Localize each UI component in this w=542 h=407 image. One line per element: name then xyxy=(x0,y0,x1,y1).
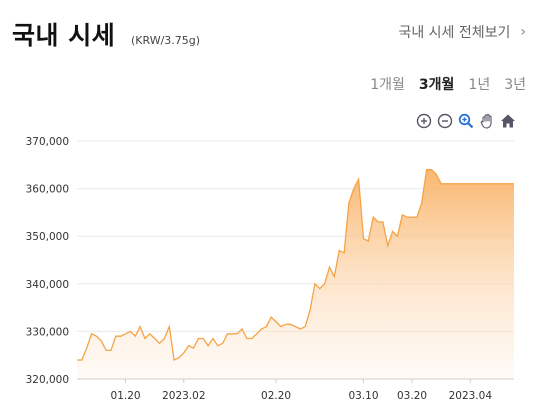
y-tick-label: 350,000 xyxy=(26,231,69,243)
y-tick-label: 370,000 xyxy=(26,136,69,148)
price-area-chart: 320,000 330,000 340,000 350,000 360,000 370,0… xyxy=(26,136,514,402)
pan-hand-icon[interactable] xyxy=(478,112,495,129)
x-tick-label: 02.20 xyxy=(261,390,291,402)
x-tick-label: 2023.02 xyxy=(162,390,205,402)
x-tick-label: 03.20 xyxy=(397,390,427,402)
period-tabs: 1개월 3개월 1년 3년 xyxy=(370,74,526,94)
area-fill xyxy=(77,169,514,379)
zoom-in-icon[interactable] xyxy=(415,112,432,129)
period-tab-1y[interactable]: 1년 xyxy=(468,77,491,93)
y-tick-label: 360,000 xyxy=(26,184,69,196)
y-tick-label: 330,000 xyxy=(26,326,69,338)
chart-toolbar xyxy=(415,112,516,129)
view-all-label: 국내 시세 전체보기 xyxy=(398,25,511,41)
period-tab-3m[interactable]: 3개월 xyxy=(418,77,455,93)
zoom-out-icon[interactable] xyxy=(436,112,453,129)
x-tick-label: 01.20 xyxy=(111,390,141,402)
view-all-link[interactable]: 국내 시세 전체보기 › xyxy=(398,22,526,42)
chevron-right-icon: › xyxy=(520,24,526,40)
period-tab-1m[interactable]: 1개월 xyxy=(370,77,405,93)
y-tick-label: 320,000 xyxy=(26,374,69,386)
home-reset-icon[interactable] xyxy=(499,112,516,129)
x-tick-label: 2023.04 xyxy=(449,390,493,402)
y-tick-label: 340,000 xyxy=(26,279,69,291)
page-title: 국내 시세 xyxy=(12,21,116,50)
x-tick-label: 03.10 xyxy=(348,390,378,402)
zoom-select-icon[interactable] xyxy=(457,112,474,129)
unit-label: (KRW/3.75g) xyxy=(131,34,201,47)
period-tab-3y[interactable]: 3년 xyxy=(504,77,526,93)
series-line xyxy=(77,168,514,361)
